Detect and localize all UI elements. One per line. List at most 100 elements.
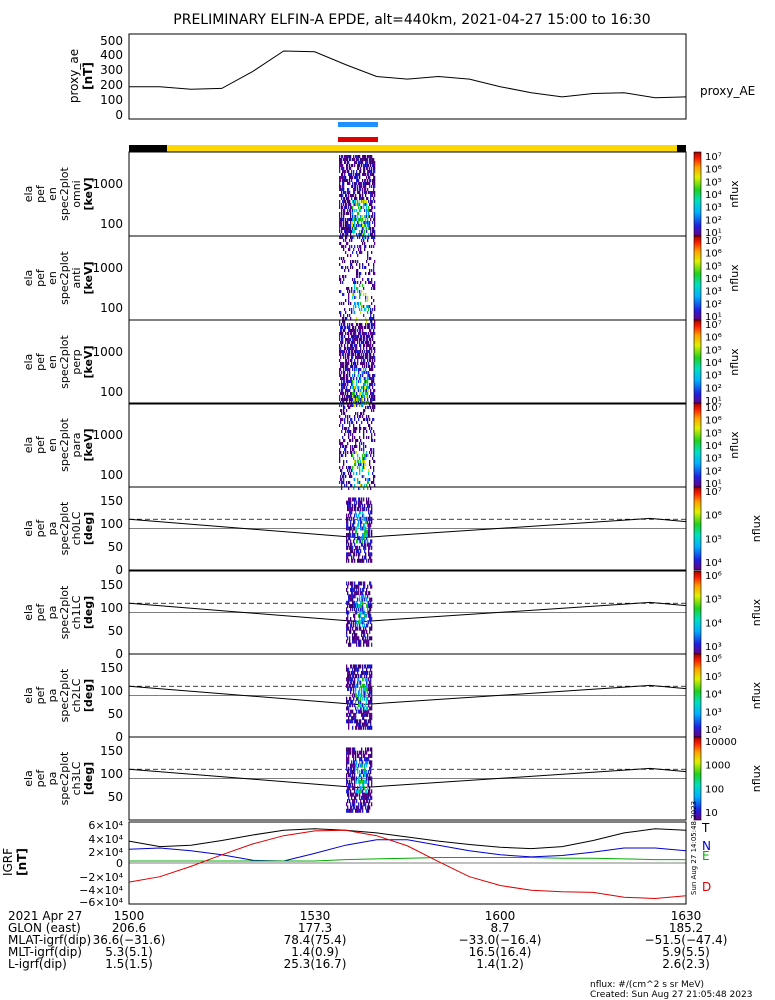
spectrogram-pixel: [348, 224, 350, 227]
spectrogram-pixel: [350, 263, 352, 266]
spectrogram-pixel: [359, 430, 361, 433]
spectrogram-pixel: [365, 406, 367, 409]
pitch-angle-pixel: [350, 607, 352, 612]
spectrogram-pixel: [367, 392, 369, 395]
pitch-angle-pixel: [369, 604, 371, 609]
spectrogram-pixel: [368, 326, 370, 329]
spectrogram-pixel: [347, 233, 349, 236]
pitch-angle-pixel: [369, 674, 371, 679]
panel-ylabel: omni: [70, 180, 83, 207]
pitch-angle-pixel: [362, 604, 364, 609]
spectrogram-pixel: [372, 161, 374, 164]
pitch-angle-pixel: [356, 696, 358, 701]
pitch-angle-pixel: [369, 516, 371, 521]
spectrogram-pixel: [342, 424, 344, 427]
spectrogram-pixel: [340, 368, 342, 371]
pitch-angle-pixel: [365, 802, 367, 807]
panel-ylabel: spec2plot: [58, 418, 71, 472]
mlat-value: 36.6(−31.6): [93, 933, 166, 947]
spectrogram-pixel: [374, 233, 376, 236]
pitch-angle-pixel: [365, 555, 367, 560]
panel-ylabel: pef: [34, 268, 47, 287]
igrf-label-t: T: [701, 821, 710, 835]
pitch-angle-pixel: [347, 626, 349, 631]
spectrogram-pixel: [360, 224, 362, 227]
pitch-angle-pixel: [351, 680, 353, 685]
spectrogram-pixel: [360, 332, 362, 335]
pitch-angle-pixel: [362, 664, 364, 669]
pitch-angle-pixel: [346, 763, 348, 768]
spectrogram-pixel: [344, 371, 346, 374]
spectrogram-pixel: [363, 392, 365, 395]
pitch-angle-pixel: [368, 770, 370, 775]
spectrogram-pixel: [353, 377, 355, 380]
spectrogram-pixel: [355, 188, 357, 191]
spectrogram-pixel: [366, 332, 368, 335]
pitch-angle-pixel: [357, 677, 359, 682]
spectrogram-pixel: [352, 230, 354, 233]
pitch-angle-pixel: [347, 703, 349, 708]
spectrogram-pixel: [348, 406, 350, 409]
spectrogram-pixel: [356, 209, 358, 212]
spectrogram-pixel: [365, 161, 367, 164]
pitch-angle-pixel: [367, 792, 369, 797]
pitch-angle-pixel: [371, 716, 373, 721]
spectrogram-pixel: [342, 377, 344, 380]
pitch-angle-pixel: [357, 604, 359, 609]
pitch-angle-pixel: [368, 664, 370, 669]
pitch-angle-pixel: [363, 584, 365, 589]
pitch-angle-pixel: [363, 779, 365, 784]
spectrogram-pixel: [364, 233, 366, 236]
pitch-angle-pixel: [351, 699, 353, 704]
spectrogram-pixel: [341, 478, 343, 481]
pitch-angle-pixel: [369, 610, 371, 615]
spectrogram-pixel: [349, 179, 351, 182]
spectrogram-pixel: [372, 200, 374, 203]
spectrogram-pixel: [371, 311, 373, 314]
spectrogram-pixel: [371, 215, 373, 218]
pitch-angle-pixel: [359, 503, 361, 508]
spectrogram-pixel: [345, 415, 347, 418]
spectrogram-pixel: [347, 469, 349, 472]
spectrogram-pixel: [374, 284, 376, 287]
spectrogram-pixel: [352, 374, 354, 377]
spectrogram-pixel: [356, 445, 358, 448]
spectrogram-pixel: [353, 380, 355, 383]
spectrogram-pixel: [371, 335, 373, 338]
spectrogram-pixel: [346, 287, 348, 290]
spectrogram-pixel: [343, 218, 345, 221]
spectrogram-pixel: [361, 353, 363, 356]
spectrogram-pixel: [371, 392, 373, 395]
spectrogram-pixel: [347, 395, 349, 398]
pitch-angle-pixel: [360, 620, 362, 625]
spectrogram-pixel: [349, 424, 351, 427]
pitch-angle-pixel: [364, 623, 366, 628]
spectrogram-pixel: [341, 326, 343, 329]
pitch-angle-pixel: [363, 545, 365, 550]
spectrogram-pixel: [373, 430, 375, 433]
pitch-angle-pixel: [359, 725, 361, 730]
panel-ytick: 0: [115, 563, 123, 577]
spectrogram-pixel: [357, 374, 359, 377]
pitch-angle-pixel: [351, 664, 353, 669]
pitch-angle-pixel: [370, 725, 372, 730]
pitch-angle-pixel: [361, 594, 363, 599]
spectrogram-pixel: [363, 239, 365, 242]
spectrogram-pixel: [357, 179, 359, 182]
pitch-angle-pixel: [366, 591, 368, 596]
spectrogram-pixel: [341, 209, 343, 212]
spectrogram-pixel: [365, 353, 367, 356]
spectrogram-pixel: [347, 362, 349, 365]
spectrogram-pixel: [339, 347, 341, 350]
pitch-angle-pixel: [367, 690, 369, 695]
spectrogram-pixel: [347, 383, 349, 386]
pitch-angle-pixel: [361, 709, 363, 714]
spectrogram-pixel: [347, 230, 349, 233]
panel-ylabel: pa: [46, 689, 59, 703]
spectrogram-pixel: [343, 472, 345, 475]
spectrogram-pixel: [358, 356, 360, 359]
spectrogram-pixel: [341, 377, 343, 380]
spectrogram-pixel: [357, 439, 359, 442]
spectrogram-pixel: [355, 161, 357, 164]
spectrogram-pixel: [359, 284, 361, 287]
